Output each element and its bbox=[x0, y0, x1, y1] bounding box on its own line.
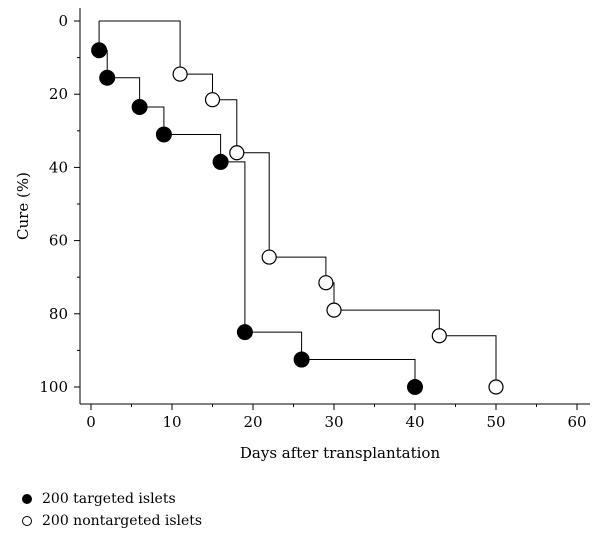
x-tick-label: 20 bbox=[243, 413, 262, 431]
nontargeted-point bbox=[431, 328, 447, 344]
open-circle-icon bbox=[22, 516, 32, 526]
nontargeted-point bbox=[261, 249, 277, 265]
nontargeted-point bbox=[488, 379, 504, 395]
nontargeted-point bbox=[229, 145, 245, 161]
x-axis-label: Days after transplantation bbox=[240, 444, 441, 462]
x-ticks: 0 10 20 30 40 50 60 bbox=[86, 404, 587, 431]
x-tick-label: 30 bbox=[324, 413, 343, 431]
targeted-point bbox=[407, 379, 423, 395]
targeted-point bbox=[91, 42, 108, 59]
axes bbox=[79, 8, 590, 405]
legend-item-nontargeted: 200 nontargeted islets bbox=[22, 510, 202, 532]
targeted-point bbox=[293, 351, 310, 368]
y-tick-label: 40 bbox=[49, 158, 68, 176]
targeted-point bbox=[236, 324, 253, 341]
y-tick-label: 80 bbox=[49, 305, 68, 323]
x-tick-label: 10 bbox=[162, 413, 181, 431]
y-axis-label: Cure (%) bbox=[14, 172, 32, 240]
km-chart: 0 10 20 30 40 50 60 0 20 40 60 80 100 Days after tr… bbox=[14, 8, 590, 462]
targeted-point bbox=[212, 153, 229, 170]
targeted-point bbox=[99, 69, 116, 86]
legend-label-targeted: 200 targeted islets bbox=[42, 491, 176, 507]
filled-circle-icon bbox=[22, 494, 32, 504]
series-markers bbox=[91, 42, 504, 395]
nontargeted-point bbox=[318, 275, 334, 291]
legend: 200 targeted islets 200 nontargeted isle… bbox=[22, 488, 202, 532]
y-ticks: 0 20 40 60 80 100 bbox=[39, 12, 80, 396]
x-tick-label: 0 bbox=[86, 413, 96, 431]
y-tick-label: 60 bbox=[49, 232, 68, 250]
nontargeted-point bbox=[204, 92, 221, 108]
legend-item-targeted: 200 targeted islets bbox=[22, 488, 202, 510]
series-line-0 bbox=[98, 21, 416, 387]
legend-label-nontargeted: 200 nontargeted islets bbox=[42, 513, 203, 529]
x-tick-label: 40 bbox=[405, 413, 424, 431]
y-tick-label: 20 bbox=[49, 85, 68, 103]
y-tick-label: 100 bbox=[39, 378, 68, 396]
x-tick-label: 50 bbox=[486, 413, 505, 431]
nontargeted-point bbox=[172, 66, 188, 82]
x-tick-label: 60 bbox=[567, 413, 586, 431]
y-tick-label: 0 bbox=[58, 12, 68, 30]
nontargeted-point bbox=[326, 302, 342, 318]
targeted-point bbox=[131, 99, 148, 116]
targeted-point bbox=[155, 126, 172, 143]
